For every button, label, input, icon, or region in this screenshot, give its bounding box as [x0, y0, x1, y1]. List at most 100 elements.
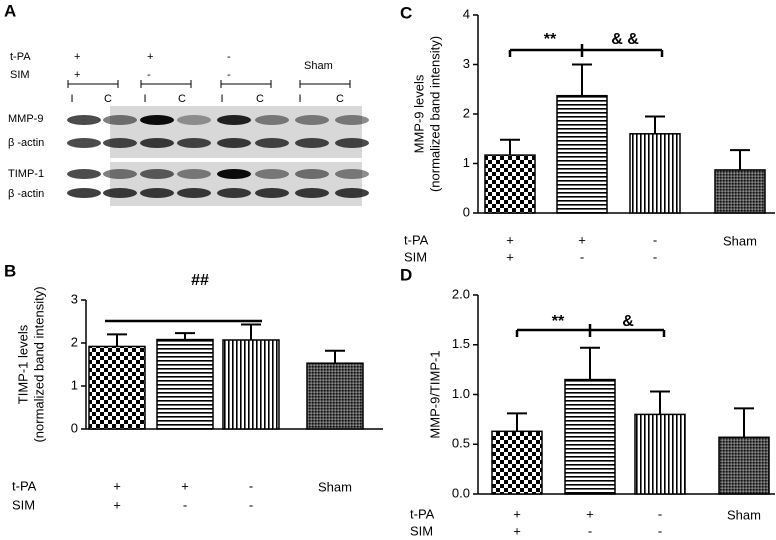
y-tick-label: 0.0 [452, 485, 470, 500]
y-tick-label: 0 [71, 420, 78, 435]
y-tick-label: 1 [463, 155, 470, 170]
treatment-sign: + [74, 51, 80, 63]
x-tick-label: + [578, 232, 586, 247]
y-axis-label: (normalized band intensity) [31, 286, 46, 442]
y-tick-label: 2 [71, 334, 78, 349]
x-tick-label: + [181, 478, 189, 493]
y-tick-label: 3 [463, 56, 470, 71]
lane-label: I [143, 93, 146, 105]
x-tick-label: - [249, 497, 253, 512]
x-tick-label: - [183, 497, 187, 512]
annotation: ## [191, 272, 209, 289]
blot-band [335, 138, 369, 148]
band-label: TIMP-1 [8, 168, 44, 180]
blot-band [255, 188, 289, 198]
lane-label: C [104, 93, 112, 105]
x-tick-label: + [586, 506, 594, 521]
row-label: t-PA [10, 51, 31, 63]
blot-band [295, 188, 329, 198]
y-tick-label: 3 [71, 291, 78, 306]
y-tick-label: 2 [463, 105, 470, 120]
blot-band [140, 188, 174, 198]
bar [556, 94, 608, 214]
band-label: MMP-9 [8, 113, 43, 125]
blot-band [177, 138, 211, 148]
blot-band [140, 138, 174, 148]
y-tick-label: 2.0 [452, 286, 470, 301]
x-row-label: t-PA [404, 232, 429, 247]
y-axis-label: MMP-9 levels [411, 74, 426, 153]
x-tick-label: + [513, 523, 521, 538]
treatment-sign: - [227, 69, 231, 81]
y-tick-label: 0.5 [452, 436, 470, 451]
blot-band [177, 188, 211, 198]
x-tick-label: - [658, 523, 662, 538]
blot-band [295, 115, 329, 125]
blot-band [103, 115, 137, 125]
blot-band [103, 188, 137, 198]
bar [714, 169, 766, 214]
treatment-sign: - [147, 69, 151, 81]
blot-band [335, 169, 369, 179]
y-tick-label: 1.0 [452, 386, 470, 401]
blot-band [295, 138, 329, 148]
x-tick-label: - [658, 506, 662, 521]
blot-band [217, 115, 251, 125]
blot-band [140, 115, 174, 125]
lane-label: C [256, 93, 264, 105]
x-tick-label: - [580, 249, 584, 264]
bar [718, 436, 770, 495]
x-row-label: t-PA [12, 478, 37, 493]
x-tick-label: - [653, 232, 657, 247]
x-tick-label: + [113, 497, 121, 512]
bar [484, 154, 536, 214]
bar [222, 339, 280, 430]
x-tick-label: + [506, 232, 514, 247]
x-tick-label: + [513, 506, 521, 521]
annotation: & & [611, 31, 639, 48]
blot-band [217, 169, 251, 179]
blot-band [140, 169, 174, 179]
lane-label: I [298, 93, 301, 105]
blot-band [255, 138, 289, 148]
y-axis-label: TIMP-1 levels [15, 324, 30, 404]
blot-band [217, 188, 251, 198]
bar [88, 345, 146, 430]
blot-band [255, 115, 289, 125]
annotation: ** [552, 313, 565, 330]
x-row-label: SIM [410, 523, 433, 538]
y-tick-label: 1.5 [452, 336, 470, 351]
blot-band [335, 115, 369, 125]
blot-band [67, 138, 101, 148]
panel-letter: B [4, 261, 16, 280]
panel-letter: D [400, 265, 412, 284]
bar [491, 430, 543, 495]
y-axis-label: MMP-9/TIMP-1 [427, 350, 442, 438]
x-tick-label: - [249, 478, 253, 493]
panel-letter: C [400, 3, 412, 22]
x-tick-label: Sham [723, 233, 757, 248]
x-tick-label: + [113, 478, 121, 493]
annotation: ** [544, 31, 557, 48]
annotation: & [622, 313, 634, 330]
band-label: β -actin [8, 188, 44, 200]
row-label: SIM [10, 69, 30, 81]
treatment-sign: + [74, 69, 80, 81]
blot-band [177, 169, 211, 179]
blot-background [110, 106, 362, 158]
treatment-sign: Sham [304, 60, 333, 72]
blot-band [103, 138, 137, 148]
x-row-label: t-PA [410, 506, 435, 521]
band-label: β -actin [8, 137, 44, 149]
bar [634, 413, 686, 495]
x-tick-label: Sham [318, 479, 352, 494]
blot-band [255, 169, 289, 179]
bar [564, 378, 616, 495]
blot-band [67, 115, 101, 125]
y-axis-label: (normalized band intensity) [427, 36, 442, 192]
treatment-sign: - [227, 51, 231, 63]
treatment-sign: + [147, 51, 153, 63]
blot-band [295, 169, 329, 179]
blot-band [67, 188, 101, 198]
